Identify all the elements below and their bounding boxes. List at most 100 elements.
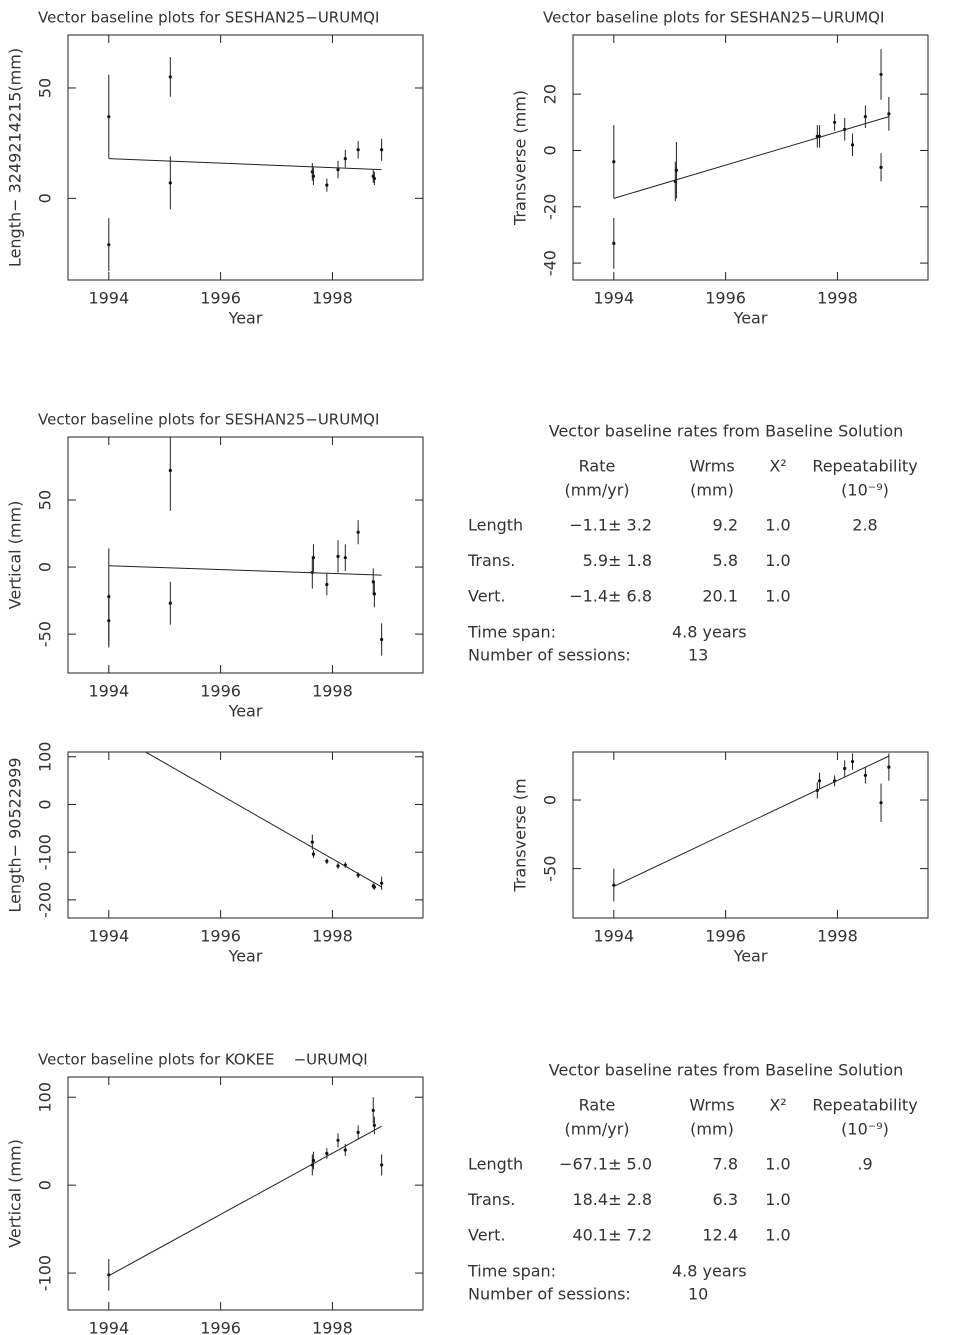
fit-line: [108, 1125, 382, 1277]
plot-area: [612, 49, 891, 269]
y-tick-label: 20: [541, 84, 560, 104]
table-cell: 18.4± 2.8: [572, 1190, 652, 1209]
data-point: [863, 115, 867, 119]
column-header: Repeatability: [812, 457, 917, 476]
table-cell: −67.1± 5.0: [559, 1155, 652, 1174]
fit-line: [108, 158, 382, 171]
table-cell: 2.8: [852, 516, 877, 535]
y-axis-label: Length− 90522999: [6, 757, 25, 912]
x-tick-label: 1994: [88, 1319, 129, 1335]
data-point: [372, 1123, 376, 1127]
plot-area: [107, 57, 384, 272]
column-header: Rate: [579, 1096, 616, 1115]
x-tick-label: 1996: [705, 289, 746, 308]
table-cell: Vert.: [468, 1226, 505, 1245]
table-cell: 6.3: [713, 1190, 738, 1209]
data-point: [356, 148, 360, 152]
column-header: Wrms: [689, 1096, 734, 1115]
y-axis-label: Length− 3249214215(mm): [6, 48, 25, 267]
plot-frame: [67, 436, 424, 674]
data-point: [107, 243, 111, 247]
table-cell: 9.2: [713, 516, 738, 535]
chart-title: Vector baseline plots for SESHAN25−URUMQ…: [543, 9, 884, 27]
data-point: [380, 148, 384, 152]
table-cell: 7.8: [713, 1155, 738, 1174]
plot-frame: [572, 751, 929, 919]
data-point: [343, 157, 347, 161]
data-point: [371, 1108, 375, 1113]
data-point: [612, 160, 616, 164]
y-tick-label: 50: [36, 78, 55, 98]
x-axis-label: Year: [733, 309, 768, 328]
data-point: [343, 1148, 347, 1152]
data-point: [372, 176, 376, 181]
data-point: [612, 241, 616, 245]
x-axis-label: Year: [733, 947, 768, 966]
fit-line: [613, 116, 890, 199]
data-point: [850, 143, 855, 147]
table-cell: 5.9± 1.8: [583, 551, 652, 570]
fit-line: [144, 752, 382, 888]
data-point: [356, 1130, 360, 1134]
data-point: [336, 1138, 340, 1142]
x-axis-label: Year: [228, 309, 263, 328]
data-point: [168, 601, 172, 605]
data-point: [674, 168, 679, 172]
sessions-label: Number of sessions:: [468, 1285, 631, 1304]
table-cell: −1.4± 6.8: [569, 587, 652, 606]
data-point: [380, 637, 384, 642]
table-cell: Trans.: [467, 1190, 515, 1209]
table-cell: 1.0: [765, 516, 790, 535]
y-tick-label: 100: [36, 741, 55, 772]
y-tick-label: -100: [36, 834, 55, 870]
column-header: (mm): [690, 481, 734, 500]
data-point: [879, 72, 883, 77]
x-tick-label: 1998: [312, 289, 353, 308]
y-tick-label: -50: [36, 621, 55, 647]
fit-line: [613, 755, 890, 887]
x-axis-label: Year: [228, 947, 263, 966]
y-tick-label: 0: [541, 145, 560, 155]
column-header: X²: [769, 457, 786, 476]
column-header: (mm/yr): [564, 1120, 629, 1139]
y-tick-label: -50: [541, 856, 560, 882]
x-tick-label: 1996: [200, 289, 241, 308]
data-point: [843, 766, 847, 771]
plot-area: [107, 437, 384, 656]
x-tick-label: 1998: [312, 1319, 353, 1335]
data-point: [817, 779, 822, 783]
table-cell: 12.4: [702, 1226, 738, 1245]
data-point: [325, 859, 329, 863]
plot-frame: [572, 34, 929, 281]
x-tick-label: 1998: [312, 682, 353, 701]
x-tick-label: 1994: [88, 927, 129, 946]
column-header: Rate: [579, 457, 616, 476]
data-point: [325, 582, 329, 587]
y-tick-label: 100: [36, 1082, 55, 1113]
plot-area: [107, 1097, 384, 1291]
chart-title: Vector baseline plots for SESHAN25−URUMQ…: [38, 9, 379, 27]
data-point: [879, 165, 883, 169]
y-tick-label: -20: [541, 194, 560, 220]
table-cell: 1.0: [765, 1226, 790, 1245]
x-axis-label: Year: [228, 702, 263, 721]
data-point: [168, 181, 172, 185]
data-point: [325, 1151, 329, 1156]
data-point: [168, 75, 172, 79]
column-header: Wrms: [689, 457, 734, 476]
column-header: (mm/yr): [564, 481, 629, 500]
table-cell: 1.0: [765, 587, 790, 606]
data-point: [311, 1158, 316, 1163]
data-point: [879, 801, 883, 805]
column-header: (10⁻⁹): [841, 481, 889, 500]
table-cell: 40.1± 7.2: [572, 1226, 652, 1245]
y-tick-label: 50: [36, 490, 55, 510]
table-title: Vector baseline rates from Baseline Solu…: [549, 422, 904, 441]
y-axis-label: Transverse (mm): [511, 90, 530, 226]
sessions-label: Number of sessions:: [468, 646, 631, 665]
data-point: [356, 530, 360, 534]
column-header: Repeatability: [812, 1096, 917, 1115]
column-header: (10⁻⁹): [841, 1120, 889, 1139]
data-point: [168, 468, 172, 473]
